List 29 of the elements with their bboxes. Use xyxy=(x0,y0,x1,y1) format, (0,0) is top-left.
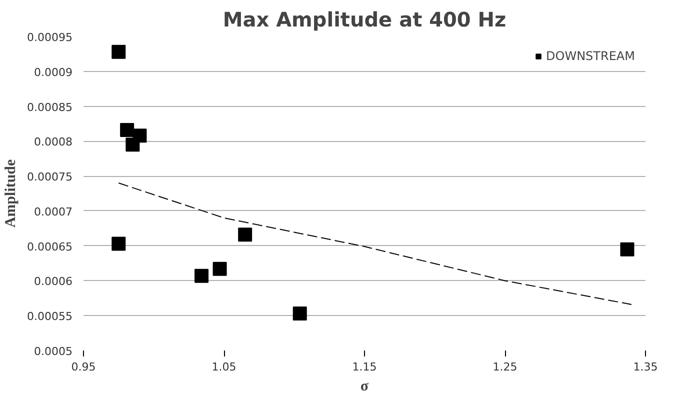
point xyxy=(620,242,634,256)
y-tick-label: 0.00085 xyxy=(27,100,73,114)
x-tick-label: 0.95 xyxy=(71,360,96,374)
point xyxy=(112,236,126,251)
point xyxy=(194,268,209,283)
line-series xyxy=(118,182,632,305)
x-tick-label: 1.25 xyxy=(492,360,518,374)
y-tick-label: 0.0007 xyxy=(34,205,73,218)
x-tick-label: 1.35 xyxy=(633,360,658,374)
point xyxy=(112,44,126,59)
y-tick-label: 0.00075 xyxy=(27,170,73,184)
point xyxy=(132,128,147,143)
y-tick-label: 0.00065 xyxy=(27,240,73,254)
y-tick-label: 0.00055 xyxy=(27,310,73,324)
y-tick-label: 0.0006 xyxy=(34,275,73,288)
x-axis-title: σ xyxy=(360,378,370,394)
chart-title: Max Amplitude at 400 Hz xyxy=(222,8,506,32)
y-tick-label: 0.00095 xyxy=(27,31,73,44)
y-axis-title: Amplitude xyxy=(3,158,20,228)
legend-label: DOWNSTREAM xyxy=(546,49,635,63)
y-tick-label: 0.0005 xyxy=(34,345,73,358)
y-tick-label: 0.0009 xyxy=(34,66,73,79)
y-tick-label: 0.0008 xyxy=(34,136,73,149)
x-tick-label: 1.15 xyxy=(352,360,377,374)
point xyxy=(120,123,134,137)
x-tick-label: 1.05 xyxy=(212,360,236,374)
point xyxy=(238,228,252,242)
point xyxy=(292,306,307,321)
point xyxy=(212,262,227,276)
